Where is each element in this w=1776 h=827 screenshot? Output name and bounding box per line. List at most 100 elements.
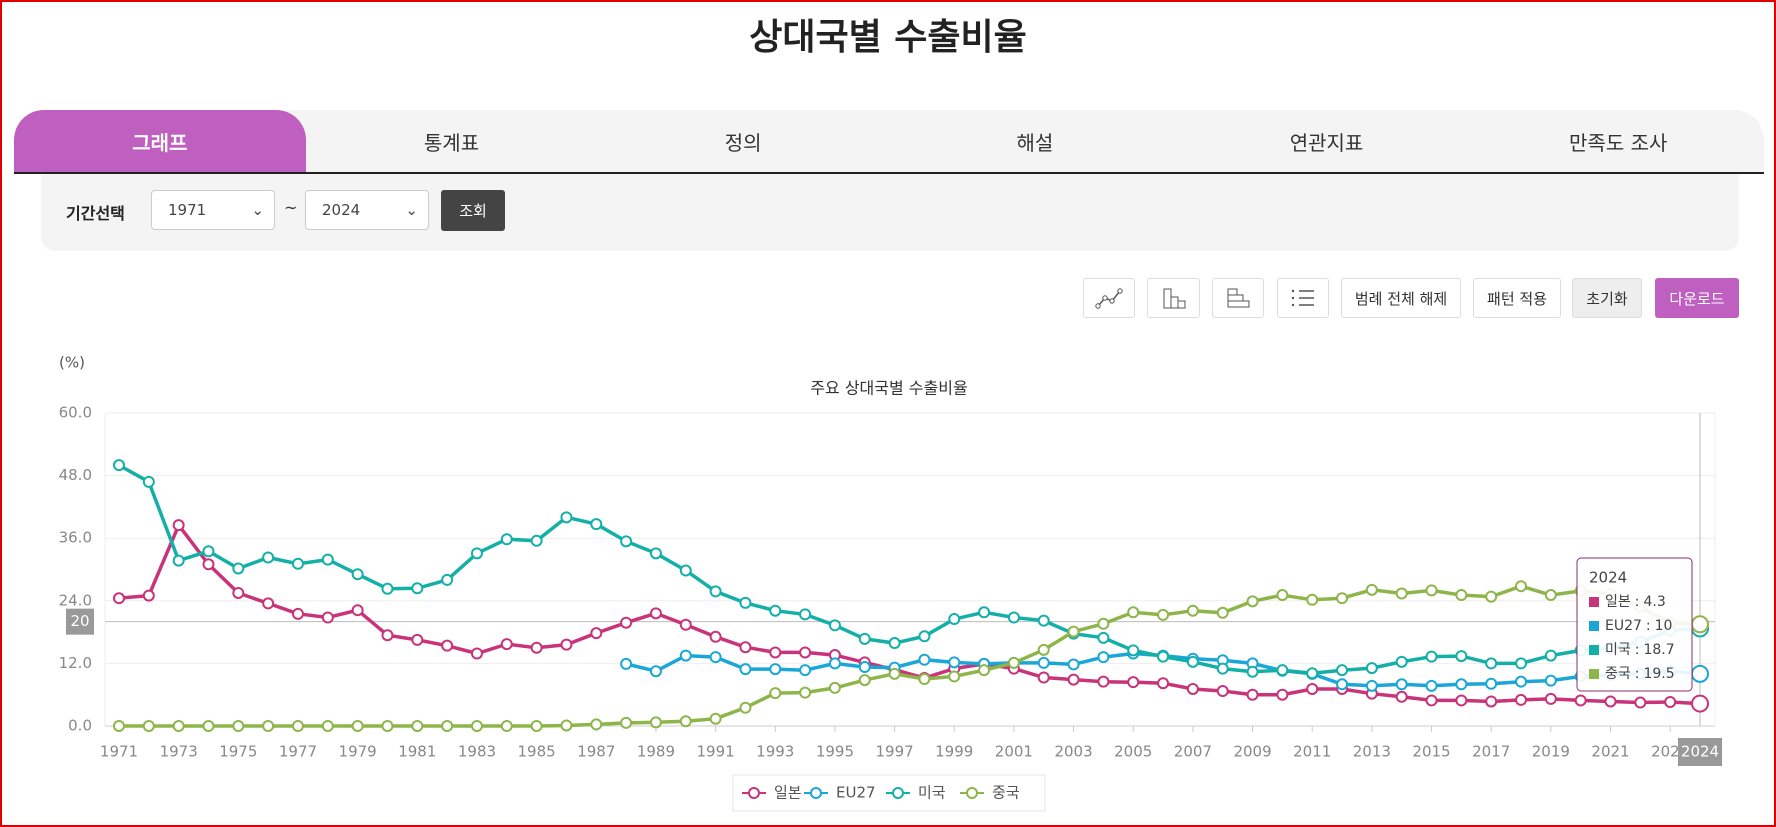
legend-item[interactable]: 일본 xyxy=(742,784,802,802)
point xyxy=(172,554,185,567)
point xyxy=(799,664,812,677)
point xyxy=(858,632,871,645)
point xyxy=(1365,583,1378,596)
point xyxy=(679,715,692,728)
x-tick-label: 2011 xyxy=(1293,743,1331,761)
point xyxy=(649,607,662,620)
period-sep: ~ xyxy=(284,198,298,217)
point xyxy=(1157,650,1170,663)
point xyxy=(172,519,185,532)
point xyxy=(1157,677,1170,690)
x-tick-label: 2005 xyxy=(1114,743,1152,761)
tab[interactable]: 정의 xyxy=(724,130,762,155)
tooltip-sep: : xyxy=(1635,642,1640,658)
reset-button[interactable]: 초기화 xyxy=(1572,278,1642,318)
tooltip-value: 19.5 xyxy=(1643,666,1674,682)
point xyxy=(1157,608,1170,621)
download-button[interactable]: 다운로드 xyxy=(1655,278,1739,318)
point xyxy=(1634,696,1647,709)
legend-marker xyxy=(892,787,904,799)
point xyxy=(739,596,752,609)
period-label: 기간선택 xyxy=(66,204,125,223)
x-tick-label: 1979 xyxy=(339,743,377,761)
point xyxy=(530,720,543,732)
legend-label: 중국 xyxy=(992,784,1020,802)
point xyxy=(441,639,454,652)
period-to[interactable]: 2024 ⌄ xyxy=(305,190,429,230)
unit-label: (%) xyxy=(59,354,85,372)
point xyxy=(709,712,722,725)
x-tick-label: 1985 xyxy=(518,743,556,761)
point xyxy=(411,582,424,595)
point xyxy=(1574,694,1587,707)
tooltip-sep: : xyxy=(1635,594,1640,610)
tooltip xyxy=(1576,557,1693,692)
point xyxy=(649,716,662,729)
point xyxy=(113,720,125,732)
search-button[interactable]: 조회 xyxy=(441,190,505,231)
tab[interactable]: 해설 xyxy=(1016,130,1054,155)
point xyxy=(1067,658,1080,671)
legend-item[interactable]: EU27 xyxy=(804,784,876,802)
point xyxy=(500,720,513,732)
crosshair-x-box xyxy=(1678,738,1722,766)
point xyxy=(1216,662,1229,675)
point xyxy=(351,720,364,732)
chevron: ⌄ xyxy=(405,201,418,219)
point xyxy=(1097,631,1110,644)
point xyxy=(1186,604,1199,617)
icon xyxy=(1095,288,1123,309)
legend-item[interactable]: 중국 xyxy=(960,784,1020,802)
point xyxy=(888,637,901,650)
select-text: 1971 xyxy=(168,201,207,219)
tab[interactable]: 만족도 조사 xyxy=(1569,130,1668,155)
x-tick-label: 1981 xyxy=(398,743,436,761)
x-tick-label: 2007 xyxy=(1174,743,1212,761)
point xyxy=(1127,606,1140,619)
point xyxy=(1485,657,1498,670)
page-title: 상대국별 수출비율 xyxy=(749,17,1027,58)
point xyxy=(1604,695,1617,708)
point xyxy=(1365,679,1378,692)
point xyxy=(620,716,633,729)
tooltip-swatch xyxy=(1589,669,1599,679)
x-tick-label: 1971 xyxy=(100,743,138,761)
tooltip-name: 미국 xyxy=(1605,642,1631,658)
point xyxy=(1336,678,1349,691)
point xyxy=(381,582,394,595)
period-from[interactable]: 1971 ⌄ xyxy=(151,190,275,230)
tab[interactable]: 그래프 xyxy=(14,110,306,172)
point xyxy=(500,638,513,651)
legend-item[interactable]: 미국 xyxy=(886,784,946,802)
point xyxy=(560,511,573,524)
x-tick-label: 1975 xyxy=(219,743,257,761)
point xyxy=(1306,593,1319,606)
point xyxy=(828,681,841,694)
point xyxy=(1067,625,1080,638)
point xyxy=(1336,592,1349,605)
point xyxy=(1306,682,1319,695)
point xyxy=(858,674,871,687)
point xyxy=(1455,678,1468,691)
bar-chart-icon[interactable] xyxy=(1147,278,1200,318)
point xyxy=(1007,611,1020,624)
hbar-chart-icon[interactable] xyxy=(1212,278,1264,318)
point xyxy=(321,720,334,732)
list-icon[interactable] xyxy=(1277,278,1329,318)
tab[interactable]: 연관지표 xyxy=(1289,130,1364,155)
x-tick-label: 1973 xyxy=(160,743,198,761)
point xyxy=(918,653,931,666)
point xyxy=(1515,693,1528,706)
line-chart-icon[interactable] xyxy=(1083,278,1135,318)
point xyxy=(142,589,155,602)
point xyxy=(1246,688,1259,701)
pattern-button[interactable]: 패턴 적용 xyxy=(1473,278,1561,318)
point xyxy=(560,719,573,732)
legend-toggle-button[interactable]: 범례 전체 해제 xyxy=(1341,278,1461,318)
point xyxy=(1455,589,1468,602)
tooltip-sep: : xyxy=(1646,618,1651,634)
x-tick-label: 2003 xyxy=(1054,743,1092,761)
point xyxy=(1127,644,1140,657)
tab[interactable]: 통계표 xyxy=(423,130,480,155)
